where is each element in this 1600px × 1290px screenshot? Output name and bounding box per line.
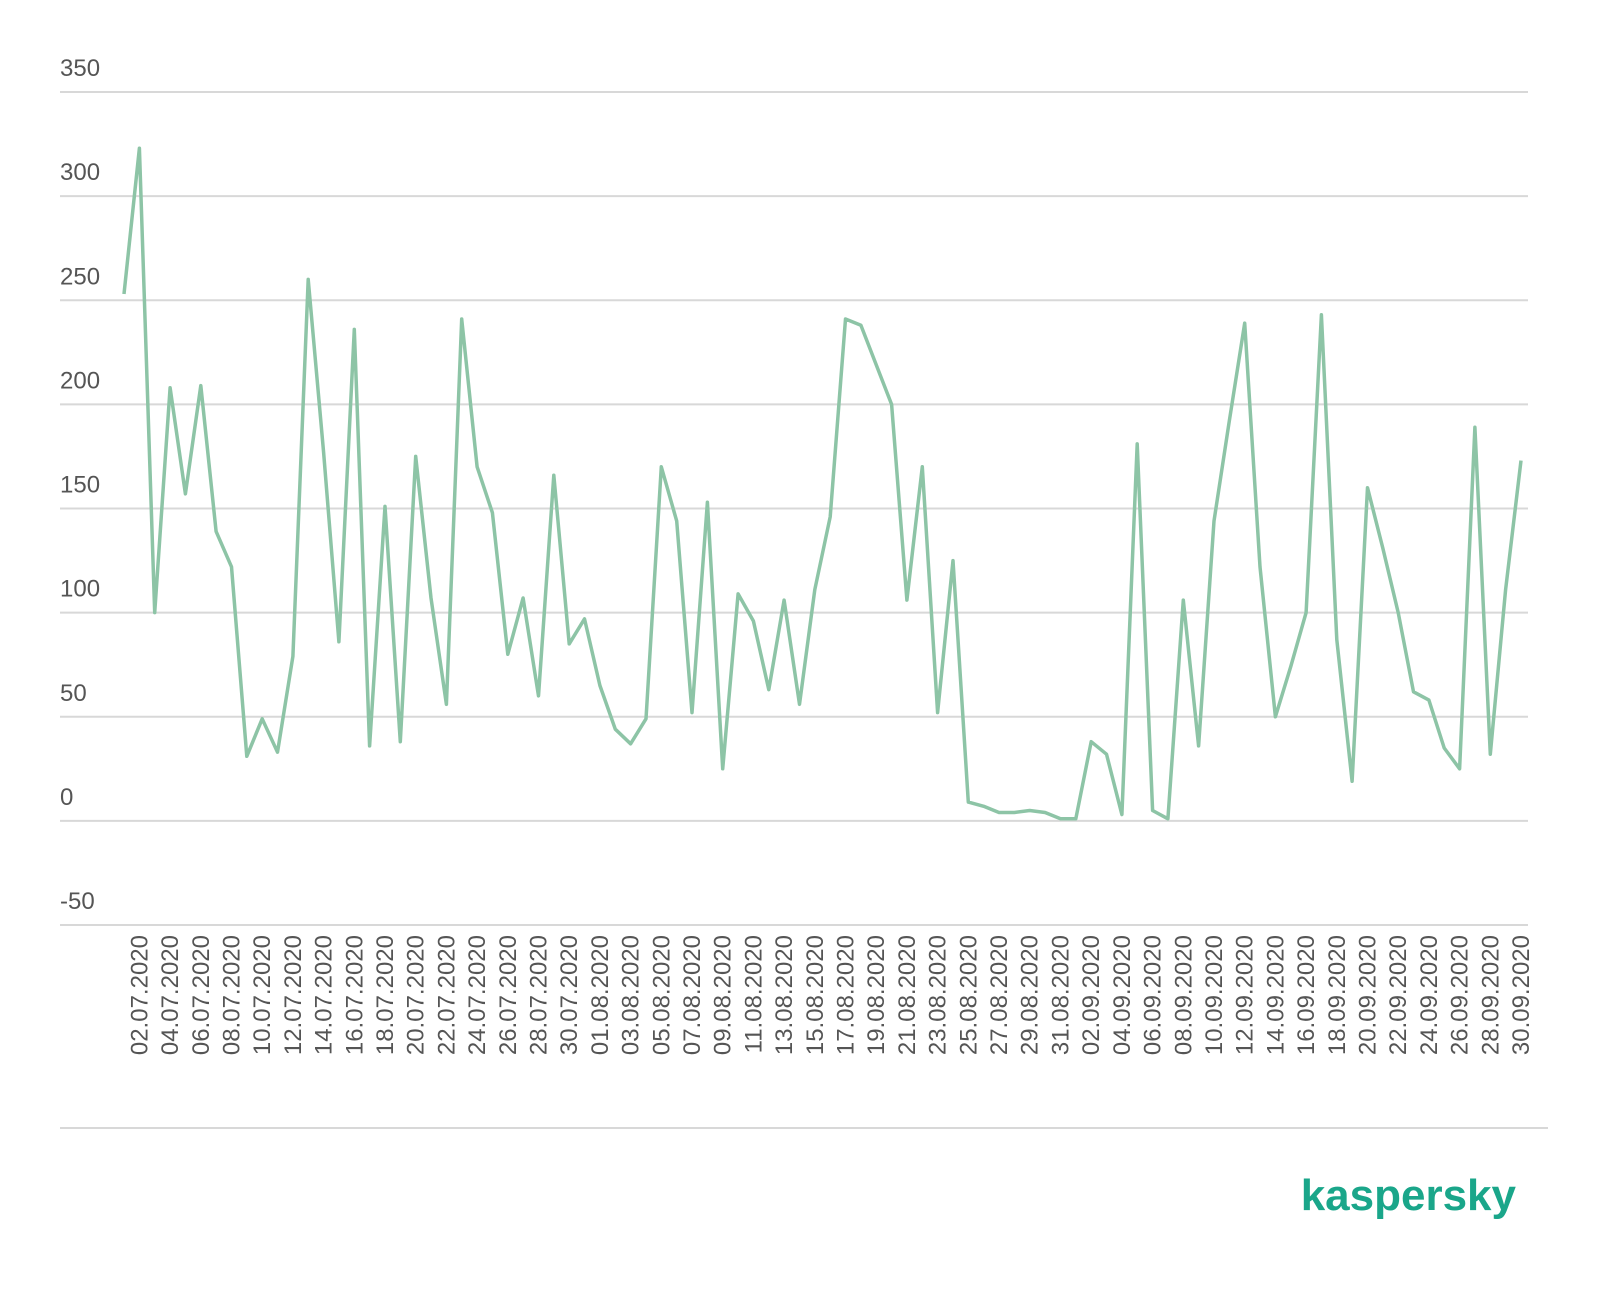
x-tick-label: 18.09.2020: [1324, 935, 1351, 1055]
x-tick-label: 05.08.2020: [648, 935, 675, 1055]
x-tick-label: 02.09.2020: [1078, 935, 1105, 1055]
x-tick-label: 31.08.2020: [1047, 935, 1074, 1055]
x-tick-label: 29.08.2020: [1017, 935, 1044, 1055]
x-tick-label: 20.09.2020: [1354, 935, 1381, 1055]
x-tick-label: 23.08.2020: [925, 935, 952, 1055]
x-tick-label: 10.07.2020: [249, 935, 276, 1055]
x-tick-label: 06.09.2020: [1140, 935, 1167, 1055]
y-tick-label: -50: [60, 888, 95, 915]
y-tick-label: 350: [60, 55, 100, 82]
x-tick-label: 03.08.2020: [618, 935, 645, 1055]
y-tick-label: 300: [60, 159, 100, 186]
x-tick-label: 04.09.2020: [1109, 935, 1136, 1055]
x-tick-label: 14.09.2020: [1262, 935, 1289, 1055]
y-tick-label: 250: [60, 263, 100, 290]
x-tick-label: 01.08.2020: [587, 935, 614, 1055]
x-tick-label: 06.07.2020: [188, 935, 215, 1055]
y-tick-label: 100: [60, 576, 100, 603]
x-tick-label: 16.09.2020: [1293, 935, 1320, 1055]
x-tick-label: 30.09.2020: [1508, 935, 1535, 1055]
x-tick-label: 04.07.2020: [157, 935, 184, 1055]
x-tick-label: 22.07.2020: [433, 935, 460, 1055]
x-tick-label: 11.08.2020: [740, 935, 767, 1053]
x-tick-label: 17.08.2020: [833, 935, 860, 1055]
x-tick-label: 26.07.2020: [495, 935, 522, 1055]
x-tick-label: 15.08.2020: [802, 935, 829, 1055]
line: [122, 146, 1523, 821]
x-tick-label: 08.07.2020: [218, 935, 245, 1055]
x-tick-label: 24.07.2020: [464, 935, 491, 1055]
x-tick-label: 10.09.2020: [1201, 935, 1228, 1055]
x-tick-label: 18.07.2020: [372, 935, 399, 1055]
x-tick-label: 12.09.2020: [1232, 935, 1259, 1055]
x-tick-label: 22.09.2020: [1385, 935, 1412, 1055]
x-tick-label: 28.07.2020: [525, 935, 552, 1055]
x-tick-label: 07.08.2020: [679, 935, 706, 1055]
x-tick-label: 12.07.2020: [280, 935, 307, 1055]
x-tick-label: 25.08.2020: [955, 935, 982, 1055]
x-tick-label: 21.08.2020: [894, 935, 921, 1055]
x-tick-label: 02.07.2020: [126, 935, 153, 1055]
x-tick-label: 28.09.2020: [1477, 935, 1504, 1055]
x-tick-label: 20.07.2020: [403, 935, 430, 1055]
logo: kaspersky: [1301, 1171, 1517, 1220]
y-tick-label: 200: [60, 367, 100, 394]
x-tick-label: 14.07.2020: [311, 935, 338, 1055]
x-tick-label: 30.07.2020: [556, 935, 583, 1055]
x-tick-label: 08.09.2020: [1170, 935, 1197, 1055]
x-tick-label: 09.08.2020: [710, 935, 737, 1055]
x-tick-label: 27.08.2020: [986, 935, 1013, 1055]
y-tick-label: 150: [60, 472, 100, 499]
y-tick-label: 0: [60, 784, 73, 811]
y-tick-label: 50: [60, 680, 87, 707]
x-tick-label: 26.09.2020: [1447, 935, 1474, 1055]
x-tick-label: 19.08.2020: [863, 935, 890, 1055]
x-tick-label: 16.07.2020: [341, 935, 368, 1055]
x-tick-label: 13.08.2020: [771, 935, 798, 1055]
x-tick-label: 24.09.2020: [1416, 935, 1443, 1055]
